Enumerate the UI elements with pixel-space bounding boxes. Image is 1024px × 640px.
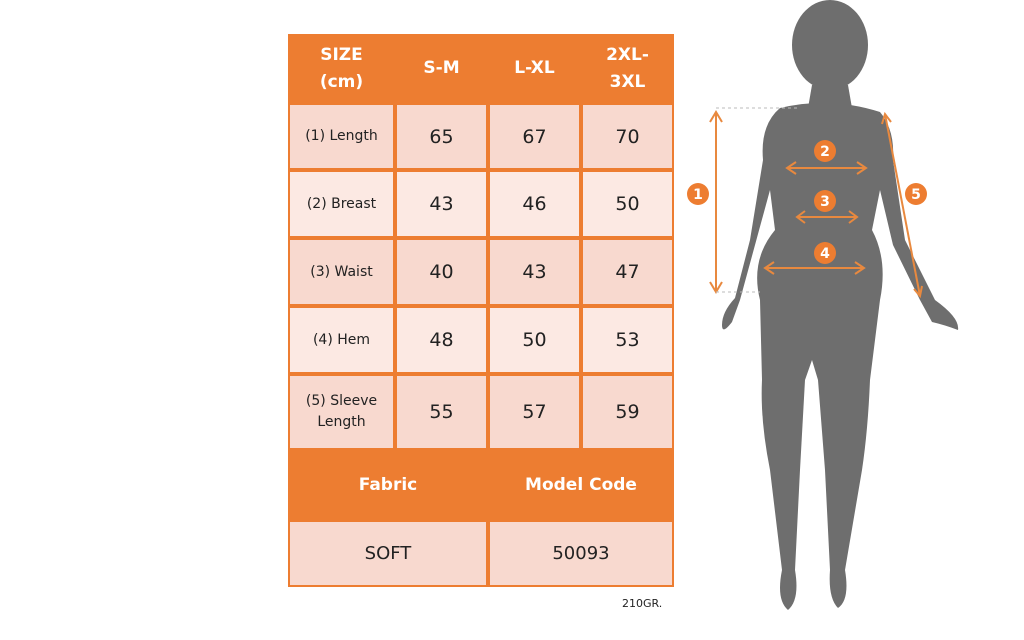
row-label: (5) Sleeve Length [290,376,393,448]
size-value: 40 [397,240,486,304]
row-label: (4) Hem [290,308,393,372]
size-value: 57 [490,376,579,448]
header-label: L-XL [514,58,555,78]
header-cell: L-XL [490,36,579,101]
size-value: 53 [583,308,672,372]
header-label: 2XL-3XL [606,44,649,92]
size-value: 43 [490,240,579,304]
marker-circle-5 [905,183,927,205]
marker-label-1: 1 [693,187,703,203]
header-cell: 2XL-3XL [583,36,672,101]
size-value: 50 [583,172,672,236]
marker-label-4: 4 [820,246,830,262]
model-code-header: Model Code [525,475,637,495]
marker-circle-4 [814,242,836,264]
marker-circle-3 [814,190,836,212]
model-code-value: 50093 [490,522,672,585]
size-value: 67 [490,105,579,168]
header-cell: SIZE (cm) [290,36,393,101]
fabric-weight-note: 210GR. [622,597,663,610]
marker-label-2: 2 [820,144,830,160]
size-value: 59 [583,376,672,448]
marker-circle-1 [687,183,709,205]
size-value: 43 [397,172,486,236]
header-label: S-M [423,58,460,78]
size-value: 47 [583,240,672,304]
marker-label-3: 3 [820,194,830,210]
marker-label-5: 5 [911,187,921,203]
fabric-header: Fabric [358,475,418,495]
measurement-arrows [709,110,923,299]
silhouette [722,0,959,610]
size-value: 70 [583,105,672,168]
row-label: (2) Breast [290,172,393,236]
size-value: 50 [490,308,579,372]
marker-circle-2 [814,140,836,162]
header-cell: S-M [397,36,486,101]
size-value: 65 [397,105,486,168]
row-label: (1) Length [290,105,393,168]
size-value: 46 [490,172,579,236]
size-chart-table: SIZE (cm) S-M L-XL 2XL-3XL (1) Length 65 67 70 (… [288,34,674,587]
header-label: SIZE (cm) [319,44,364,92]
body-measurement-figure: 1 2 3 4 5 [687,0,959,610]
fabric-value: SOFT [290,522,486,585]
size-value: 55 [397,376,486,448]
sleeve-arrow [884,113,921,297]
row-label: (3) Waist [290,240,393,304]
size-value: 48 [397,308,486,372]
